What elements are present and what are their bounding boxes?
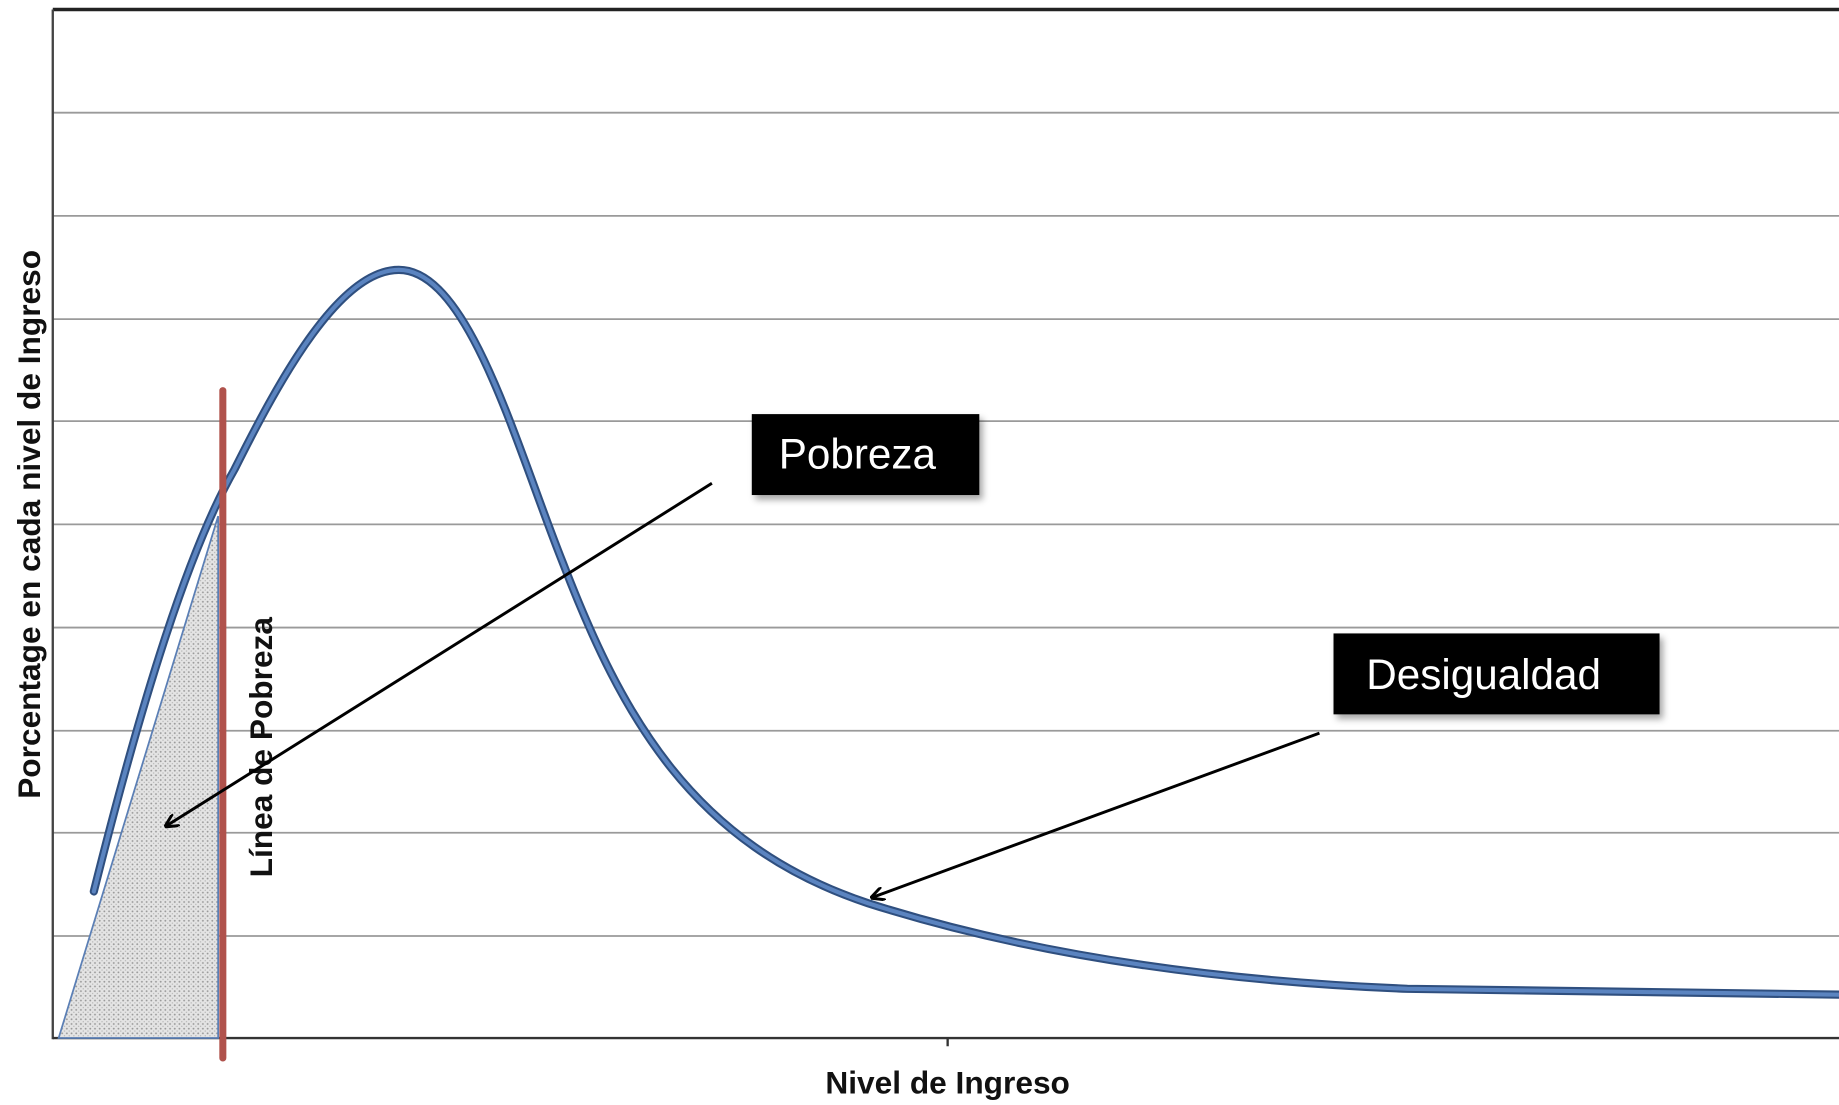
callout-text: Pobreza bbox=[779, 431, 937, 478]
y-axis-label: Porcentage en cada nivel de Ingreso bbox=[11, 250, 47, 799]
distribution-curve bbox=[91, 267, 1839, 997]
grid bbox=[52, 111, 1839, 937]
callout-box bbox=[751, 414, 980, 496]
callout-box bbox=[1333, 633, 1660, 715]
x-axis-label: Nivel de Ingreso bbox=[825, 1064, 1070, 1100]
arrow bbox=[873, 731, 1320, 897]
poverty-line-label: Línea de Pobreza bbox=[243, 617, 279, 878]
poverty-area bbox=[57, 515, 220, 1039]
arrow bbox=[167, 482, 713, 825]
callout-text: Desigualdad bbox=[1366, 651, 1601, 698]
distribution-curve-outline bbox=[89, 265, 1839, 999]
